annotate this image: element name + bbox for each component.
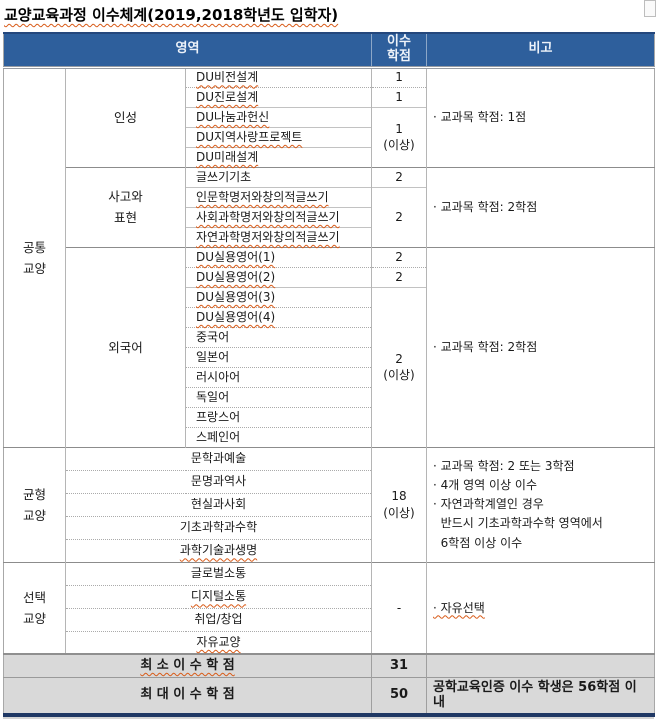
curriculum-table: 영역 이수 학점 비고 공통 교양 인성 DU비전설계 1 · 교과목 학점: … xyxy=(3,31,656,718)
summary-max-label: 최 대 이 수 학 점 xyxy=(3,676,372,716)
bottom-shadow xyxy=(3,717,654,720)
group-cell-common: 공통 교양 xyxy=(22,239,46,276)
summary-min-remark xyxy=(426,653,655,678)
table-row: DU실용영어(3) 2 (이상) xyxy=(4,286,655,448)
table-row: 독일어 xyxy=(4,386,655,408)
table-row: DU나눔과헌신 1 (이상) xyxy=(4,106,655,168)
course-cell: DU비전설계 xyxy=(184,67,372,88)
remark-cell: · 교과목 학점: 2 또는 3학점 · 4개 영역 이상 이수 · 자연과학계… xyxy=(426,446,655,563)
course-cell: DU미래설계 xyxy=(184,146,372,168)
summary-min-credit: 31 xyxy=(371,653,427,678)
course-cell: 글로벌소통 xyxy=(64,561,372,586)
table-row: 사고와 표현 글쓰기기초 2 · 교과목 학점: 2학점 xyxy=(4,166,655,248)
table-row: DU진로설계 1 xyxy=(4,86,655,108)
table-row: DU실용영어(2) 2 xyxy=(4,266,655,288)
credit-cell: 1 (이상) xyxy=(371,106,427,168)
table-row: 인문학명저와창의적글쓰기 2 xyxy=(4,186,655,248)
table-row: 자연과학명저와창의적글쓰기 xyxy=(4,226,655,248)
course-cell: 취업/창업 xyxy=(64,607,372,632)
course-cell: 현실과사회 xyxy=(64,492,372,517)
credit-cell: 2 xyxy=(371,166,427,188)
column-header-remarks: 비고 xyxy=(426,31,655,69)
course-cell: 문명과역사 xyxy=(64,469,372,494)
group-cell-balanced: 균형 교양 xyxy=(3,446,66,563)
table-row: 균형 교양 문학과예술 18 (이상) · 교과목 학점: 2 또는 3학점 ·… xyxy=(3,446,655,563)
summary-max-credit: 50 xyxy=(371,676,427,716)
course-cell: 자연과학명저와창의적글쓰기 xyxy=(184,226,372,248)
course-cell: 기초과학과수학 xyxy=(64,515,372,540)
course-cell: 러시아어 xyxy=(184,366,372,388)
remark-cell: · 교과목 학점: 2학점 xyxy=(426,166,655,248)
table-row: 스페인어 xyxy=(4,426,655,448)
course-cell: 과학기술과생명 xyxy=(64,538,372,563)
table-row: 일본어 xyxy=(4,346,655,368)
credit-cell: 2 xyxy=(371,186,427,248)
summary-max-remark: 공학교육인증 이수 학생은 56학점 이내 xyxy=(426,676,655,716)
table-row: 사회과학명저와창의적글쓰기 xyxy=(4,206,655,228)
table-row: 기초과학과수학 xyxy=(4,515,655,540)
course-cell: 자유교양 xyxy=(64,630,372,655)
credit-cell: 2 xyxy=(371,266,427,288)
course-cell: 독일어 xyxy=(184,386,372,408)
credit-cell: 2 xyxy=(371,246,427,268)
course-cell: DU나눔과헌신 xyxy=(184,106,372,128)
table-row: DU실용영어(4) xyxy=(4,306,655,328)
course-cell: 일본어 xyxy=(184,346,372,368)
course-cell: 사회과학명저와창의적글쓰기 xyxy=(184,206,372,228)
table-row: DU지역사랑프로젝트 xyxy=(4,126,655,148)
table-row: 공통 교양 인성 DU비전설계 1 · 교과목 학점: 1점 xyxy=(4,67,655,276)
subgroup-cell-foreign: 외국어 xyxy=(65,246,186,448)
summary-min-label: 최 소 이 수 학 점 xyxy=(3,653,372,678)
remark-cell: · 교과목 학점: 2학점 xyxy=(426,246,655,448)
course-cell: 디지털소통 xyxy=(64,584,372,609)
table-header-row: 영역 이수 학점 비고 xyxy=(3,31,655,69)
table-row: 디지털소통 xyxy=(4,584,655,609)
table-row: 과학기술과생명 xyxy=(4,538,655,563)
table-row: 현실과사회 xyxy=(4,492,655,517)
table-row: 외국어 DU실용영어(1) 2 · 교과목 학점: 2학점 xyxy=(4,246,655,448)
group-cell-elective: 선택 교양 xyxy=(3,561,66,655)
table-row: DU미래설계 xyxy=(4,146,655,168)
course-cell: 인문학명저와창의적글쓰기 xyxy=(184,186,372,208)
credit-cell: 18 (이상) xyxy=(371,446,427,563)
course-cell: 글쓰기기초 xyxy=(184,166,372,188)
table-row: 프랑스어 xyxy=(4,406,655,428)
column-header-area: 영역 xyxy=(3,31,372,69)
course-cell: 중국어 xyxy=(184,326,372,348)
course-cell: DU지역사랑프로젝트 xyxy=(184,126,372,148)
credit-cell: 1 xyxy=(371,86,427,108)
table-row: 자유교양 xyxy=(4,630,655,655)
credit-cell: - xyxy=(371,561,427,655)
course-cell: 프랑스어 xyxy=(184,406,372,428)
table-row: 취업/창업 xyxy=(4,607,655,632)
credit-cell: 1 xyxy=(371,67,427,88)
subgroup-cell-thinking: 사고와 표현 xyxy=(65,166,186,248)
corner-fragment xyxy=(644,0,656,17)
table-row: 문명과역사 xyxy=(4,469,655,494)
course-cell: DU실용영어(1) xyxy=(184,246,372,268)
column-header-credits: 이수 학점 xyxy=(371,31,427,69)
summary-row-max: 최 대 이 수 학 점 50 공학교육인증 이수 학생은 56학점 이내 xyxy=(3,676,655,716)
credit-cell: 2 (이상) xyxy=(371,286,427,448)
page-title: 교양교육과정 이수체계(2019,2018학년도 입학자) xyxy=(4,6,339,24)
subgroup-cell-character: 인성 xyxy=(65,67,186,168)
course-cell: DU실용영어(3) xyxy=(184,286,372,308)
remark-cell: · 자유선택 xyxy=(426,561,655,655)
summary-row-min: 최 소 이 수 학 점 31 xyxy=(3,653,655,678)
table-row: 러시아어 xyxy=(4,366,655,388)
course-cell: 스페인어 xyxy=(184,426,372,448)
course-cell: DU실용영어(2) xyxy=(184,266,372,288)
table-row: 중국어 xyxy=(4,326,655,348)
table-row: 선택 교양 글로벌소통 - · 자유선택 xyxy=(3,561,655,655)
course-cell: DU진로설계 xyxy=(184,86,372,108)
course-cell: 문학과예술 xyxy=(64,446,372,471)
remark-cell: · 교과목 학점: 1점 xyxy=(426,67,655,168)
course-cell: DU실용영어(4) xyxy=(184,306,372,328)
